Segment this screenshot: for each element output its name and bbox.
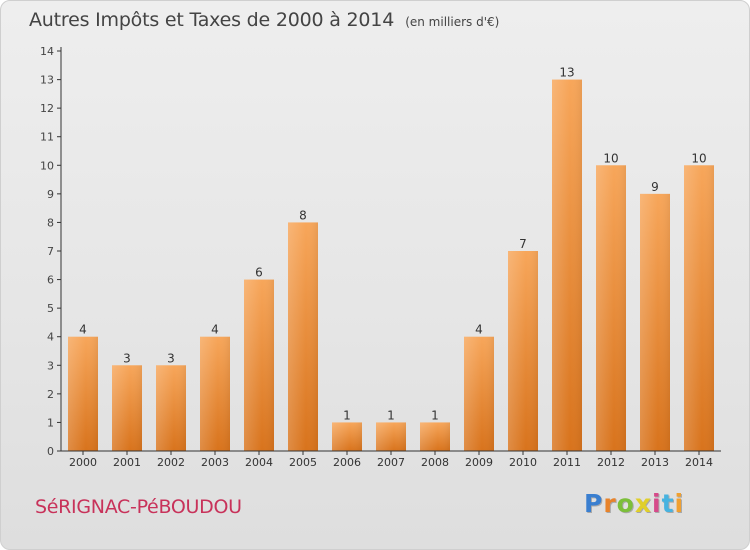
bar-shade: [464, 336, 494, 451]
bar-value-label: 1: [431, 408, 439, 422]
x-tick-label: 2013: [641, 456, 669, 469]
x-tick-label: 2006: [333, 456, 361, 469]
bar-shade: [508, 251, 538, 451]
bar-value-label: 4: [211, 323, 219, 337]
logo-letter: r: [603, 489, 617, 518]
x-tick-label: 2012: [597, 456, 625, 469]
bar-value-label: 4: [79, 323, 87, 337]
logo-letter: t: [661, 489, 675, 518]
x-tick-label: 2005: [289, 456, 317, 469]
chart-title: Autres Impôts et Taxes de 2000 à 2014: [29, 9, 395, 31]
x-tick-label: 2000: [69, 456, 97, 469]
bar-shade: [68, 336, 98, 451]
y-tick-label: 10: [40, 159, 54, 172]
logo-letter: i: [674, 489, 685, 518]
bar-value-label: 1: [343, 408, 351, 422]
bar-value-label: 9: [651, 180, 659, 194]
x-tick-label: 2004: [245, 456, 273, 469]
bar-value-label: 10: [603, 151, 618, 165]
x-tick-label: 2002: [157, 456, 185, 469]
bar-value-label: 4: [475, 323, 483, 337]
bar-shade: [552, 79, 582, 452]
y-tick-label: 2: [47, 388, 54, 401]
x-tick-label: 2009: [465, 456, 493, 469]
y-tick-label: 3: [47, 359, 54, 372]
bar-value-label: 13: [559, 66, 574, 80]
bar-shade: [244, 279, 274, 451]
x-tick-label: 2010: [509, 456, 537, 469]
y-tick-label: 5: [47, 302, 54, 315]
bar-shade: [596, 165, 626, 452]
bar-shade: [156, 365, 186, 451]
y-tick-label: 11: [40, 131, 54, 144]
x-tick-label: 2007: [377, 456, 405, 469]
chart-unit-note: (en milliers d'€): [405, 15, 500, 29]
y-tick-label: 6: [47, 274, 54, 287]
bar-shade: [112, 365, 142, 451]
bar-shade: [640, 193, 670, 451]
bar-shade: [684, 165, 714, 452]
y-tick-label: 14: [40, 45, 54, 58]
y-tick-label: 12: [40, 102, 54, 115]
y-tick-label: 13: [40, 74, 54, 87]
logo-letter: i: [652, 489, 662, 518]
bar-value-label: 3: [167, 351, 175, 365]
chart-title-row: Autres Impôts et Taxes de 2000 à 2014 (e…: [29, 9, 499, 31]
x-tick-label: 2001: [113, 456, 141, 469]
bar-value-label: 1: [387, 408, 395, 422]
x-tick-label: 2014: [685, 456, 713, 469]
bar-shade: [420, 422, 450, 451]
bar-value-label: 8: [299, 208, 307, 222]
bar-shade: [376, 422, 406, 451]
bar-shade: [288, 222, 318, 451]
commune-name: SéRIGNAC-PéBOUDOU: [35, 496, 242, 518]
y-tick-label: 1: [47, 416, 54, 429]
bar-value-label: 7: [519, 237, 527, 251]
proxiti-logo[interactable]: Proxiti: [584, 489, 684, 518]
bar-value-label: 6: [255, 266, 263, 280]
logo-letter: P: [584, 489, 604, 518]
logo-letter: o: [616, 489, 635, 518]
x-tick-label: 2003: [201, 456, 229, 469]
x-tick-label: 2008: [421, 456, 449, 469]
y-tick-label: 7: [47, 245, 54, 258]
bar-shade: [332, 422, 362, 451]
logo-letter: x: [634, 489, 652, 518]
y-tick-label: 8: [47, 216, 54, 229]
bar-value-label: 10: [691, 151, 706, 165]
y-tick-label: 4: [47, 331, 54, 344]
bar-shade: [200, 336, 230, 451]
y-tick-label: 0: [47, 445, 54, 458]
bar-value-label: 3: [123, 351, 131, 365]
x-tick-label: 2011: [553, 456, 581, 469]
y-tick-label: 9: [47, 188, 54, 201]
